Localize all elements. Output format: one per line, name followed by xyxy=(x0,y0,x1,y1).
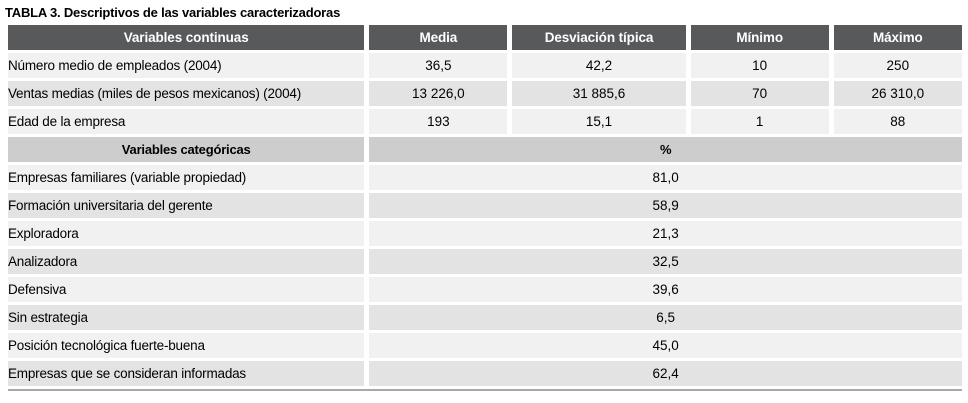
descriptives-table: Variables continuas Media Desviación típ… xyxy=(3,22,967,389)
table-row-empleados: Número medio de empleados (2004) 36,5 42… xyxy=(8,53,962,78)
table-row-informadas: Empresas que se consideran informadas 62… xyxy=(8,361,962,386)
table-row-defensiva: Defensiva 39,6 xyxy=(8,277,962,302)
header-variables-continuas: Variables continuas xyxy=(8,25,365,50)
row-label: Ventas medias (miles de pesos mexicanos)… xyxy=(8,81,365,106)
cell-minimo: 10 xyxy=(690,53,829,78)
cell-percent: 39,6 xyxy=(369,277,962,302)
cell-percent: 6,5 xyxy=(369,305,962,330)
cell-media: 36,5 xyxy=(369,53,508,78)
cell-maximo: 88 xyxy=(833,109,962,134)
table-row-formacion: Formación universitaria del gerente 58,9 xyxy=(8,193,962,218)
categorical-header-row: Variables categóricas % xyxy=(8,137,962,162)
cell-desviacion: 15,1 xyxy=(512,109,686,134)
header-minimo: Mínimo xyxy=(690,25,829,50)
cell-media: 13 226,0 xyxy=(369,81,508,106)
cell-percent: 45,0 xyxy=(369,333,962,358)
cell-media: 193 xyxy=(369,109,508,134)
header-media: Media xyxy=(369,25,508,50)
row-label: Analizadora xyxy=(8,249,365,274)
row-label: Sin estrategia xyxy=(8,305,365,330)
row-label: Empresas familiares (variable propiedad) xyxy=(8,165,365,190)
row-label: Empresas que se consideran informadas xyxy=(8,361,365,386)
cell-percent: 81,0 xyxy=(369,165,962,190)
header-percent: % xyxy=(369,137,962,162)
cell-percent: 32,5 xyxy=(369,249,962,274)
table-row-sin-estrategia: Sin estrategia 6,5 xyxy=(8,305,962,330)
table-title: TABLA 3. Descriptivos de las variables c… xyxy=(5,5,341,20)
row-label: Posición tecnológica fuerte-buena xyxy=(8,333,365,358)
row-label: Exploradora xyxy=(8,221,365,246)
cell-desviacion: 31 885,6 xyxy=(512,81,686,106)
table-row-familiares: Empresas familiares (variable propiedad)… xyxy=(8,165,962,190)
table-row-analizadora: Analizadora 32,5 xyxy=(8,249,962,274)
cell-desviacion: 42,2 xyxy=(512,53,686,78)
header-desviacion-tipica: Desviación típica xyxy=(512,25,686,50)
cell-percent: 21,3 xyxy=(369,221,962,246)
cell-maximo: 26 310,0 xyxy=(833,81,962,106)
table-row-exploradora: Exploradora 21,3 xyxy=(8,221,962,246)
row-label: Defensiva xyxy=(8,277,365,302)
row-label: Formación universitaria del gerente xyxy=(8,193,365,218)
header-variables-categoricas: Variables categóricas xyxy=(8,137,365,162)
row-label: Número medio de empleados (2004) xyxy=(8,53,365,78)
cell-percent: 58,9 xyxy=(369,193,962,218)
cell-minimo: 70 xyxy=(690,81,829,106)
cell-maximo: 250 xyxy=(833,53,962,78)
row-label: Edad de la empresa xyxy=(8,109,365,134)
cell-percent: 62,4 xyxy=(369,361,962,386)
cell-minimo: 1 xyxy=(690,109,829,134)
table-row-ventas: Ventas medias (miles de pesos mexicanos)… xyxy=(8,81,962,106)
descriptives-table-wrap: Variables continuas Media Desviación típ… xyxy=(8,22,962,391)
table-row-edad: Edad de la empresa 193 15,1 1 88 xyxy=(8,109,962,134)
table-row-posicion-tecnologica: Posición tecnológica fuerte-buena 45,0 xyxy=(8,333,962,358)
continuous-header-row: Variables continuas Media Desviación típ… xyxy=(8,25,962,50)
header-maximo: Máximo xyxy=(833,25,962,50)
